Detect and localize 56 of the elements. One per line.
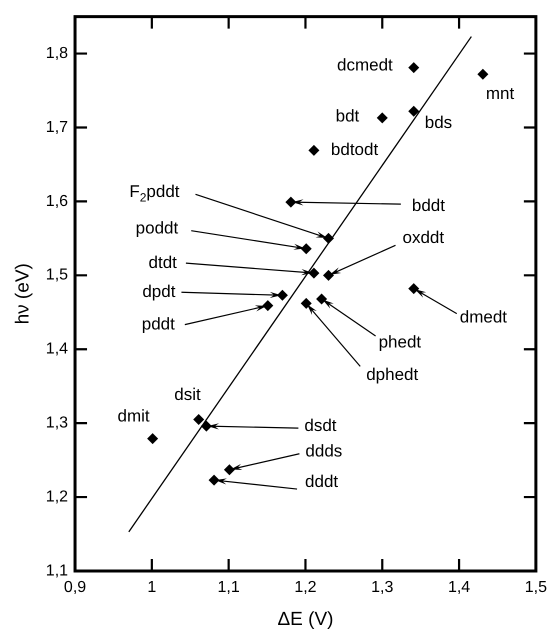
y-tick-label: 1,7 (46, 118, 68, 136)
point (316, 293, 328, 304)
point (262, 300, 274, 312)
x-tick-label: 0,9 (64, 579, 86, 596)
annotation: dsdt (304, 416, 337, 435)
annotation: bddt (412, 196, 446, 215)
x-tick-label: 1,2 (294, 579, 317, 596)
annotation: mnt (486, 84, 514, 103)
point (323, 270, 334, 281)
point (208, 474, 220, 486)
annotation: ddds (305, 441, 342, 460)
y-tick-label: 1,6 (46, 192, 68, 210)
point (193, 414, 204, 425)
annotation: pddt (142, 314, 176, 334)
point (285, 196, 296, 208)
point (323, 232, 334, 244)
x-tick-label: 1,3 (371, 579, 394, 596)
x-axis-title: ΔE (V) (277, 608, 334, 630)
y-tick-label: 1,8 (46, 44, 68, 62)
point (477, 68, 488, 80)
annotation: bdtodt (330, 140, 378, 160)
point (300, 298, 312, 309)
annotation: dcmedt (337, 55, 394, 74)
point (224, 464, 235, 476)
annotation: dphedt (366, 365, 418, 384)
point (376, 112, 388, 124)
annotation: dmedt (460, 307, 508, 326)
y-tick-label: 1,2 (46, 488, 68, 506)
point (200, 420, 212, 432)
annotation: bds (424, 112, 452, 132)
point (308, 268, 320, 279)
y-tick-label: 1,3 (46, 414, 68, 432)
y-axis-title: hν (eV) (12, 263, 34, 324)
point (308, 144, 320, 156)
y-tick-label: 1,4 (46, 340, 68, 358)
x-tick-label: 1,1 (218, 579, 240, 596)
annotation: oxddt (402, 228, 444, 248)
x-tick-label: 1,5 (524, 579, 548, 596)
annotation: dsit (174, 385, 201, 404)
y-tick-label: 1,1 (46, 562, 68, 580)
point (408, 62, 420, 74)
annotation: dpdt (142, 282, 176, 301)
annotation: dtdt (148, 252, 178, 272)
y-tick-label: 1,5 (46, 266, 68, 284)
annotation: poddt (136, 218, 179, 238)
x-tick-label: 1,4 (448, 579, 470, 596)
point (408, 106, 420, 117)
annotation: dmit (118, 406, 150, 426)
annotation: dddt (305, 472, 338, 491)
point (276, 290, 288, 301)
point (300, 243, 312, 254)
x-tick-label: 1 (147, 579, 156, 596)
point (408, 283, 420, 294)
annotation: bdt (336, 106, 360, 126)
annotation: phedt (378, 332, 422, 352)
point (147, 433, 158, 444)
